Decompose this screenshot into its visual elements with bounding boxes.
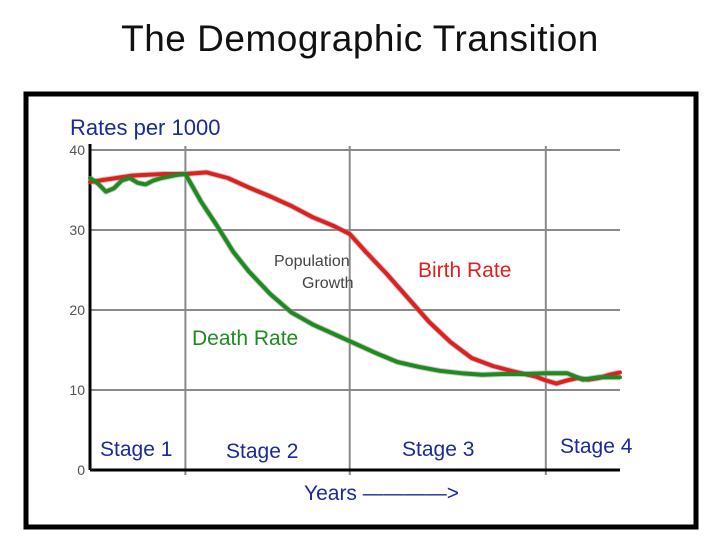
y-tick-label-10: 10 [69, 382, 85, 398]
death-rate-label: Death Rate [192, 327, 298, 350]
y-tick-label-0: 0 [77, 462, 85, 478]
series-line-birth-rate [88, 170, 622, 386]
series-lines [88, 169, 622, 387]
birth-rate-label: Birth Rate [418, 259, 511, 282]
y-tick-label-40: 40 [69, 142, 85, 158]
population-growth-label-line2: Growth [302, 275, 354, 292]
page-title: The Demographic Transition [121, 18, 599, 59]
series-line-death-rate [88, 172, 622, 382]
axes [88, 144, 620, 472]
stage-3-label: Stage 3 [402, 438, 474, 461]
y-tick-labels: 0 10 20 30 40 [69, 142, 85, 478]
y-tick-label-20: 20 [69, 302, 85, 318]
stage-4-label: Stage 4 [560, 435, 633, 458]
x-axis-label: Years ————> [304, 482, 459, 505]
stage-2-label: Stage 2 [226, 440, 298, 463]
y-axis-label: Rates per 1000 [70, 115, 220, 140]
stage-1-label: Stage 1 [100, 438, 172, 461]
y-tick-label-30: 30 [69, 222, 85, 238]
grid-lines [90, 149, 620, 391]
stage-boundaries [184, 146, 547, 475]
population-growth-label-line1: Population [274, 253, 350, 270]
